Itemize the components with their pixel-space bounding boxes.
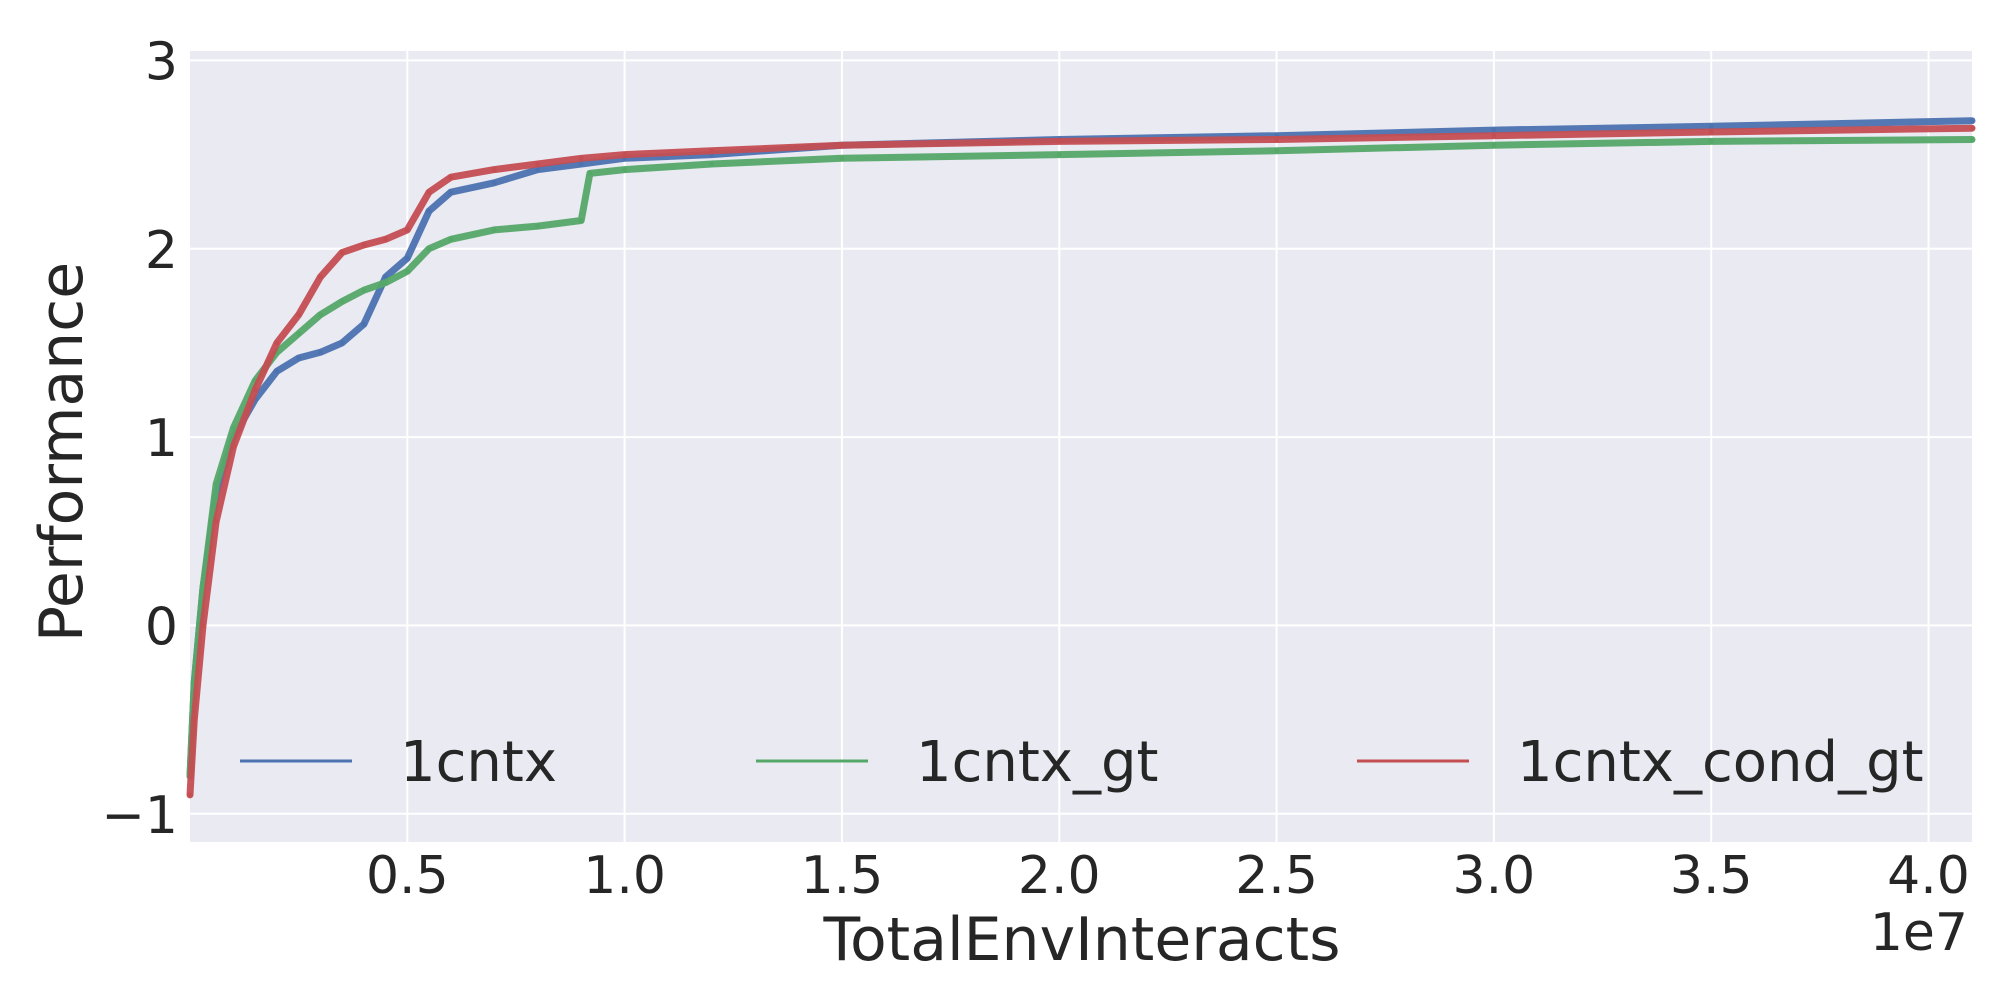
y-tick-label: −1 <box>101 786 178 846</box>
data-point <box>213 481 219 487</box>
data-point <box>839 155 845 161</box>
data-point <box>339 250 345 255</box>
data-point <box>578 161 584 167</box>
x-tick-label: 0.5 <box>366 846 449 906</box>
data-point <box>1708 138 1714 144</box>
data-point <box>448 174 454 180</box>
legend-label: 1cntx_cond_gt <box>1517 730 1924 795</box>
data-point <box>709 161 715 167</box>
y-tick-label: 2 <box>145 221 178 281</box>
y-tick-label: 0 <box>145 597 178 657</box>
x-axis-label: TotalEnvInteracts <box>823 905 1341 975</box>
data-point <box>1491 127 1497 133</box>
x-tick-label: 1.5 <box>801 846 884 906</box>
data-point <box>491 227 497 233</box>
data-point <box>296 355 302 361</box>
data-point <box>578 218 584 223</box>
x-offset-label: 1e7 <box>1870 903 1968 963</box>
data-point <box>622 167 628 173</box>
data-point <box>1969 137 1975 142</box>
data-point <box>252 387 258 393</box>
x-tick-label: 2.5 <box>1235 846 1318 906</box>
data-point <box>535 161 541 167</box>
data-point <box>1969 118 1975 124</box>
data-point <box>404 268 410 274</box>
data-point <box>448 236 454 242</box>
data-point <box>231 444 236 449</box>
data-point <box>296 331 302 336</box>
data-point <box>491 167 497 173</box>
data-point <box>587 170 593 176</box>
data-point <box>1969 125 1975 131</box>
data-point <box>709 148 715 154</box>
data-point <box>404 255 410 261</box>
data-point <box>426 208 432 214</box>
data-point <box>383 236 389 242</box>
legend: 1cntx 1cntx_gt 1cntx_cond_gt <box>240 730 1924 795</box>
data-point <box>274 368 280 374</box>
data-point <box>426 246 432 252</box>
data-point <box>361 242 367 248</box>
x-tick-label: 1.0 <box>583 846 666 906</box>
data-point <box>622 152 628 158</box>
x-tick-label: 2.0 <box>1018 846 1101 906</box>
data-point <box>448 189 454 195</box>
data-point <box>1708 123 1714 129</box>
data-point <box>191 717 197 723</box>
grid-lines <box>190 51 1972 842</box>
data-point <box>535 223 541 229</box>
data-point <box>578 155 584 161</box>
data-point <box>296 312 302 318</box>
data-point <box>1274 137 1280 142</box>
data-point <box>1274 148 1280 154</box>
series-line-1cntx_cond_gt <box>186 124 1976 799</box>
data-point <box>200 622 206 628</box>
data-point <box>1491 142 1497 148</box>
legend-label: 1cntx_gt <box>916 730 1159 795</box>
data-point <box>231 425 236 431</box>
data-point <box>317 312 323 318</box>
data-point <box>317 349 323 355</box>
x-tick-label: 3.5 <box>1670 846 1753 906</box>
x-tick-label: 4.0 <box>1887 846 1970 906</box>
data-point <box>274 340 280 346</box>
legend-label: 1cntx <box>400 730 557 795</box>
plot-background <box>190 51 1972 842</box>
data-point <box>317 274 323 280</box>
data-point <box>1056 152 1062 158</box>
data-point <box>213 519 219 525</box>
x-tick-label: 3.0 <box>1453 846 1536 906</box>
data-point <box>535 167 541 173</box>
data-point <box>383 280 389 286</box>
data-point <box>361 321 367 327</box>
data-point <box>491 180 497 186</box>
data-point <box>361 287 367 293</box>
y-tick-label: 1 <box>145 409 178 469</box>
data-point <box>1491 133 1497 139</box>
data-point <box>187 792 193 798</box>
data-point <box>1708 129 1714 135</box>
data-point <box>339 340 345 346</box>
data-point <box>339 299 345 304</box>
data-point <box>1056 138 1062 144</box>
data-point <box>839 142 845 148</box>
series-lines <box>186 117 1976 799</box>
y-tick-label: 3 <box>145 32 178 92</box>
tick-labels: 0.5 1.0 1.5 2.0 2.5 3.0 3.5 4.0 −1 0 1 2 3 <box>101 32 1970 906</box>
data-point <box>426 189 432 195</box>
y-axis-label: Performance <box>27 262 97 642</box>
data-point <box>404 227 410 233</box>
